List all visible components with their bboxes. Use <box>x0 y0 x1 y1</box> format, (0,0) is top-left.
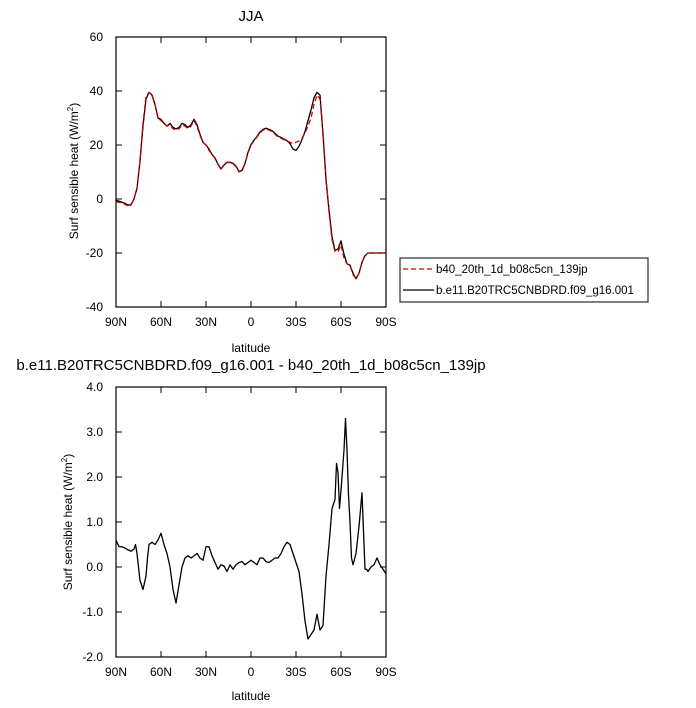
top-y-axis-label: Surf sensible heat (W/m2) <box>66 103 81 240</box>
top-x-tick-label: 90S <box>375 315 396 329</box>
bottom-grid-ticks: 90N 60N 30N 0 30S 60S 90S -2.0 -1.0 0.0 1.0 2.0 3.0 4… <box>82 380 396 679</box>
bottom-x-tick-label: 30S <box>285 665 306 679</box>
top-plot-frame <box>115 36 387 308</box>
top-chart: JJA Surf sensible heat (W/m2) 90N 60N 30N 0… <box>66 8 397 355</box>
bottom-x-tick-label: 90S <box>375 665 396 679</box>
top-x-tick-label: 30S <box>285 315 306 329</box>
top-y-tick-label: 60 <box>90 30 104 44</box>
top-chart-title: JJA <box>238 8 263 25</box>
bottom-y-tick-label: 1.0 <box>86 515 103 529</box>
bottom-x-tick-label: 60N <box>150 665 172 679</box>
bottom-x-tick-label: 90N <box>105 665 127 679</box>
bottom-y-axis-label-main: Surf sensible heat (W/m <box>61 462 75 590</box>
bottom-series <box>115 417 387 640</box>
bottom-y-tick-label: -1.0 <box>82 605 103 619</box>
top-x-tick-label: 90N <box>105 315 127 329</box>
top-series-line-2 <box>115 91 386 280</box>
top-y-tick-label: 40 <box>90 84 104 98</box>
bottom-y-tick-label: 3.0 <box>86 425 103 439</box>
top-y-tick-label: 20 <box>90 138 104 152</box>
legend-label-series-2: b.e11.B20TRC5CNBDRD.f09_g16.001 <box>436 285 634 297</box>
bottom-x-tick-label: 30N <box>195 665 217 679</box>
top-series-line-1 <box>115 91 386 280</box>
bottom-x-tick-label: 0 <box>248 665 255 679</box>
bottom-chart: b.e11.B20TRC5CNBDRD.f09_g16.001 - b40_20… <box>16 357 485 703</box>
top-x-tick-label: 30N <box>195 315 217 329</box>
top-y-axis-label-tail: ) <box>67 103 81 107</box>
top-x-tick-label: 0 <box>248 315 255 329</box>
top-y-axis-label-sup: 2 <box>66 106 75 111</box>
bottom-y-tick-label: 2.0 <box>86 470 103 484</box>
top-x-axis-label: latitude <box>232 341 271 355</box>
bottom-y-axis-label-tail: ) <box>61 454 75 458</box>
bottom-x-tick-label: 60S <box>330 665 351 679</box>
top-series <box>115 91 386 280</box>
top-y-axis-label-main: Surf sensible heat (W/m <box>67 111 81 239</box>
top-grid-ticks: 90N 60N 30N 0 30S 60S 90S -40 -20 0 20 40 60 <box>86 30 397 329</box>
legend-label-series-1: b40_20th_1d_b08c5cn_139jp <box>436 264 588 276</box>
legend: b40_20th_1d_b08c5cn_139jp b.e11.B20TRC5C… <box>399 257 649 303</box>
bottom-series-line-1 <box>115 417 387 640</box>
bottom-y-tick-label: 0.0 <box>86 560 103 574</box>
top-y-tick-label: -40 <box>86 300 104 314</box>
bottom-y-axis-label: Surf sensible heat (W/m2) <box>60 454 75 591</box>
bottom-chart-title: b.e11.B20TRC5CNBDRD.f09_g16.001 - b40_20… <box>16 357 485 374</box>
bottom-x-axis-label: latitude <box>232 689 271 703</box>
bottom-plot-frame <box>115 386 387 658</box>
top-y-tick-label: -20 <box>86 246 104 260</box>
legend-box <box>399 257 649 303</box>
bottom-y-axis-label-sup: 2 <box>60 457 69 462</box>
top-x-tick-label: 60S <box>330 315 351 329</box>
bottom-y-tick-label: -2.0 <box>82 650 103 664</box>
top-y-tick-label: 0 <box>96 192 103 206</box>
bottom-y-tick-label: 4.0 <box>86 380 103 394</box>
top-x-tick-label: 60N <box>150 315 172 329</box>
